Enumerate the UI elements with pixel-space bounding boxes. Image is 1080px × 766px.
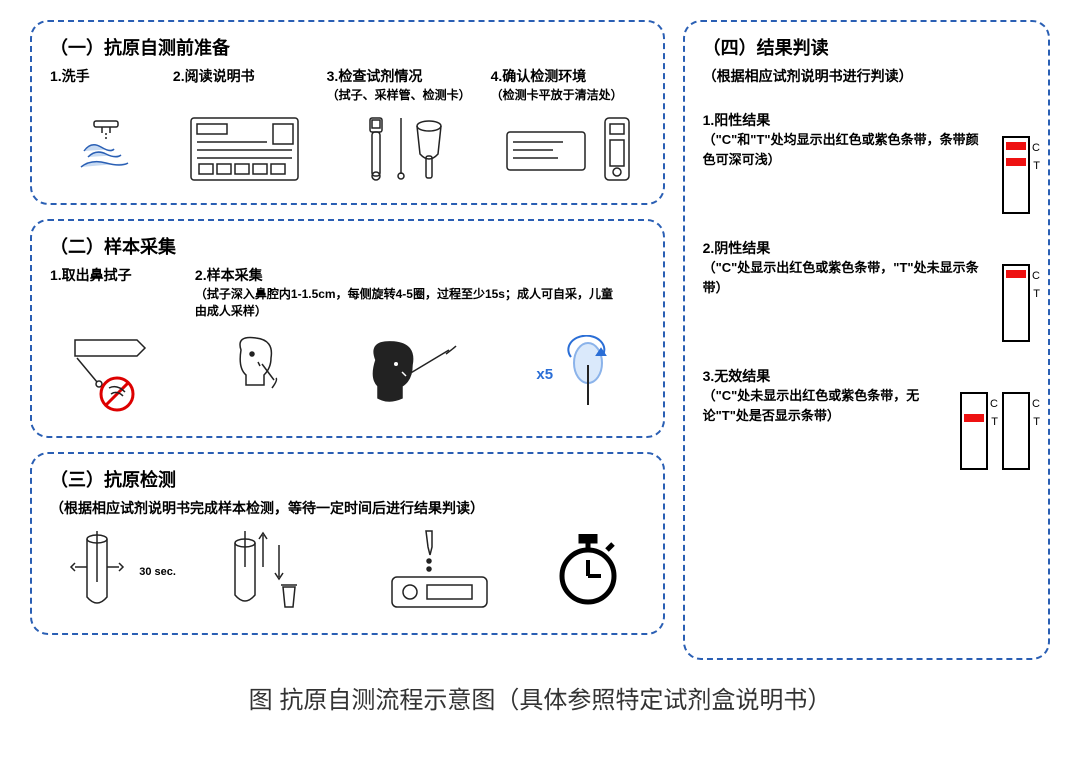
mark-c: C (1032, 270, 1040, 282)
mark-c: C (1032, 398, 1040, 410)
panel1-title: （一）抗原自测前准备 (50, 34, 645, 60)
manual-icon (173, 114, 317, 184)
mark-t: T (1033, 416, 1040, 428)
step-remove-swab: 1.取出鼻拭子 (50, 265, 132, 285)
mark-c: C (990, 398, 998, 410)
child-swab-icon (337, 330, 500, 420)
result-negative: 2.阴性结果 （"C"处显示出红色或紫色条带，"T"处未显示条带） C T (703, 238, 1030, 342)
main-layout: （一）抗原自测前准备 1.洗手 2.阅读说明书 3.检查试剂情况 （拭子、采样管… (30, 20, 1050, 660)
step-environment-note: （检测卡平放于清洁处） (491, 86, 623, 103)
kit-items-icon (327, 114, 481, 184)
panel-results: （四）结果判读 （根据相应试剂说明书进行判读） 1.阳性结果 （"C"和"T"处… (683, 20, 1050, 660)
swab-package-icon (50, 332, 184, 417)
negative-strip: C T (1002, 264, 1030, 342)
timer-icon (532, 534, 645, 609)
positive-strip: C T (1002, 136, 1030, 214)
panel3-subtitle: （根据相应试剂说明书完成样本检测，等待一定时间后进行结果判读） (50, 498, 645, 518)
panel3-title: （三）抗原检测 (50, 466, 645, 492)
invalid-label: 3.无效结果 (703, 366, 1030, 386)
panel-detection: （三）抗原检测 （根据相应试剂说明书完成样本检测，等待一定时间后进行结果判读） … (30, 452, 665, 635)
x5-label: x5 (536, 366, 553, 383)
step-environment: 4.确认检测环境 (491, 66, 587, 86)
invalid-strips: C T C T (960, 392, 1030, 470)
mark-c: C (1032, 142, 1040, 154)
step-read-manual: 2.阅读说明书 (173, 66, 255, 86)
swirl-tube-icon: 30 sec. (50, 527, 191, 617)
step-collect-note: （拭子深入鼻腔内1-1.5cm，每侧旋转4-5圈，过程至少15s；成人可自采，儿… (195, 285, 615, 319)
mark-t: T (1033, 160, 1040, 172)
step-wash-hands: 1.洗手 (50, 66, 90, 86)
result-invalid: 3.无效结果 （"C"处未显示出红色或紫色条带，无论"T"处是否显示条带） C … (703, 366, 1030, 470)
positive-label: 1.阳性结果 (703, 110, 1030, 130)
mark-t: T (1033, 288, 1040, 300)
step-check-kit-note: （拭子、采样管、检测卡） (327, 86, 471, 103)
negative-label: 2.阴性结果 (703, 238, 1030, 258)
rotate-swab-icon: x5 (511, 335, 645, 415)
panel-preparation: （一）抗原自测前准备 1.洗手 2.阅读说明书 3.检查试剂情况 （拭子、采样管… (30, 20, 665, 205)
panel1-steps-row: 1.洗手 2.阅读说明书 3.检查试剂情况 （拭子、采样管、检测卡） 4.确认检… (50, 66, 645, 103)
panel-sampling: （二）样本采集 1.取出鼻拭子 2.样本采集 （拭子深入鼻腔内1-1.5cm，每… (30, 219, 665, 438)
figure-caption: 图 抗原自测流程示意图（具体参照特定试剂盒说明书） (30, 680, 1050, 715)
remove-swab-waste-icon (201, 527, 342, 617)
timer-label: 30 sec. (139, 566, 176, 578)
panel4-title: （四）结果判读 (703, 34, 1030, 60)
mark-t: T (991, 416, 998, 428)
negative-desc: （"C"处显示出红色或紫色条带，"T"处未显示条带） (703, 258, 988, 297)
step-collect-sample: 2.样本采集 (195, 265, 263, 285)
step-check-kit: 3.检查试剂情况 (327, 66, 423, 86)
test-card-icon (491, 114, 645, 184)
panel2-title: （二）样本采集 (50, 233, 645, 259)
right-column: （四）结果判读 （根据相应试剂说明书进行判读） 1.阳性结果 （"C"和"T"处… (683, 20, 1050, 660)
positive-desc: （"C"和"T"处均显示出红色或紫色条带，条带颜色可深可浅） (703, 130, 988, 169)
wash-hands-icon (50, 119, 163, 179)
adult-self-swab-icon (194, 330, 328, 420)
result-positive: 1.阳性结果 （"C"和"T"处均显示出红色或紫色条带，条带颜色可深可浅） C … (703, 110, 1030, 214)
drip-cassette-icon (352, 527, 521, 617)
panel4-subtitle: （根据相应试剂说明书进行判读） (703, 66, 1030, 86)
left-column: （一）抗原自测前准备 1.洗手 2.阅读说明书 3.检查试剂情况 （拭子、采样管… (30, 20, 665, 660)
invalid-desc: （"C"处未显示出红色或紫色条带，无论"T"处是否显示条带） (703, 386, 946, 425)
